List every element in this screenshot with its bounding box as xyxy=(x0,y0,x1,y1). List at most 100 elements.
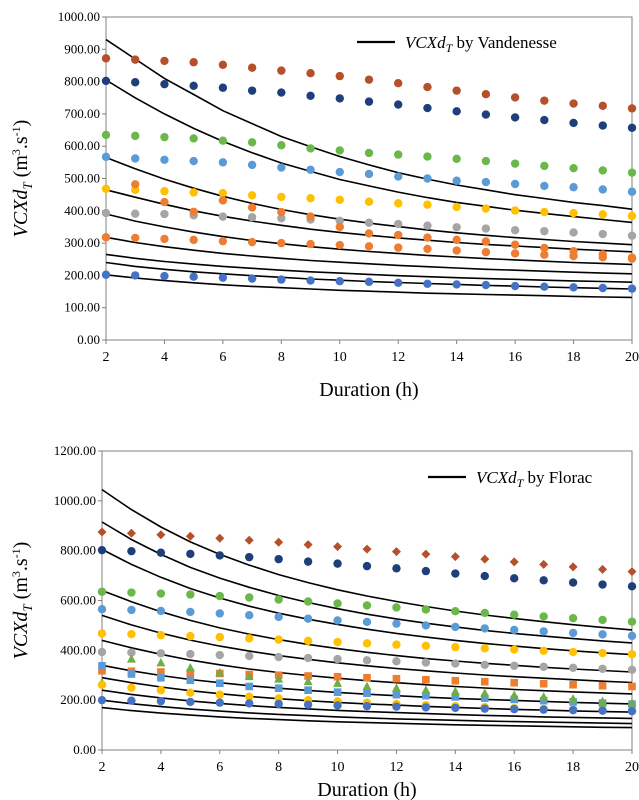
data-point-s9-x7 xyxy=(244,671,254,681)
data-point-s4-x15 xyxy=(480,624,489,633)
data-point-s9-x6 xyxy=(218,273,228,282)
chart-florac: 0.00 200.00 400.00 600.00 800.00 1000.00 1200.… xyxy=(9,443,639,800)
data-point-s4-x17 xyxy=(539,627,548,636)
data-point-s9-x3 xyxy=(131,271,140,280)
data-point-s2-x18 xyxy=(568,578,578,587)
data-point-s8-x16 xyxy=(510,249,520,258)
data-point-s3-x5 xyxy=(189,134,198,143)
data-point-s4-x2 xyxy=(101,152,111,162)
data-point-s2-x10 xyxy=(333,559,342,568)
y-tick-label: 400.00 xyxy=(60,642,96,657)
x-tick-label: 20 xyxy=(625,760,639,775)
data-point-s1-x4 xyxy=(160,56,169,66)
data-point-s6-x18 xyxy=(569,228,578,237)
data-point-s7-x7 xyxy=(247,203,257,212)
data-point-s5-x7 xyxy=(247,191,257,200)
data-point-s3-x11 xyxy=(364,148,374,158)
data-point-s8-x8 xyxy=(274,684,283,693)
data-point-s2-x10 xyxy=(335,94,344,103)
data-point-s11-x5 xyxy=(186,697,195,707)
model-curve-10 xyxy=(101,699,633,725)
data-point-s2-x17 xyxy=(540,115,549,125)
data-point-s8-x12 xyxy=(392,690,401,699)
data-point-s8-x20 xyxy=(627,254,637,263)
data-point-s8-x6 xyxy=(215,679,224,688)
data-point-s4-x18 xyxy=(569,183,578,192)
data-point-s6-x20 xyxy=(627,665,637,674)
data-point-s9-x15 xyxy=(480,688,490,697)
data-point-s1-x5 xyxy=(189,58,198,67)
data-point-s4-x19 xyxy=(598,185,607,194)
data-point-s4-x14 xyxy=(451,622,460,632)
data-point-s11-x19 xyxy=(598,706,607,715)
data-point-s1-x5 xyxy=(185,531,195,541)
data-point-s1-x8 xyxy=(274,537,284,547)
data-point-s6-x8 xyxy=(277,214,286,223)
data-point-s5-x12 xyxy=(394,199,403,208)
data-point-s2-x3 xyxy=(131,78,140,87)
data-point-s4-x15 xyxy=(481,177,491,187)
data-point-s8-x15 xyxy=(480,694,489,702)
y-axis-title: VCXdT (m3.s-1) xyxy=(9,542,35,660)
data-point-s6-x12 xyxy=(394,219,403,229)
data-point-s6-x10 xyxy=(335,216,344,226)
data-point-s3-x10 xyxy=(335,146,344,155)
data-point-s2-x14 xyxy=(452,107,461,116)
data-point-s2-x5 xyxy=(189,81,198,90)
data-point-s6-x4 xyxy=(160,209,169,219)
x-tick-label: 14 xyxy=(450,350,464,365)
data-point-s2-x3 xyxy=(127,546,136,556)
data-point-s3-x3 xyxy=(127,588,136,597)
data-point-s5-x9 xyxy=(306,194,315,203)
data-point-s5-x12 xyxy=(392,640,401,649)
data-point-s1-x11 xyxy=(364,75,374,84)
x-tick-label: 6 xyxy=(216,760,223,775)
data-point-s1-x13 xyxy=(421,549,431,559)
data-point-s7-x18 xyxy=(569,680,577,689)
data-point-s5-x14 xyxy=(452,202,461,212)
data-point-s9-x7 xyxy=(247,274,257,283)
data-point-s3-x4 xyxy=(156,589,166,598)
data-point-s5-x6 xyxy=(215,632,224,642)
data-point-s6-x16 xyxy=(510,661,519,670)
data-point-s7-x8 xyxy=(277,207,286,217)
data-point-s4-x6 xyxy=(218,158,228,167)
data-point-s7-x16 xyxy=(510,678,519,687)
data-point-s7-x12 xyxy=(394,230,403,240)
data-point-s5-x14 xyxy=(451,642,460,652)
data-point-s8-x17 xyxy=(539,696,548,705)
data-point-s8-x2 xyxy=(101,233,111,242)
data-point-s3-x15 xyxy=(480,608,489,618)
data-point-s2-x11 xyxy=(362,561,372,571)
data-point-s6-x9 xyxy=(303,653,313,663)
data-point-s9-x13 xyxy=(423,279,432,288)
data-point-s3-x17 xyxy=(540,161,549,171)
data-point-s3-x19 xyxy=(598,166,607,175)
data-point-s3-x17 xyxy=(539,612,548,621)
data-point-s10-x6 xyxy=(215,690,224,699)
data-point-s1-x19 xyxy=(598,101,607,111)
data-point-s5-x5 xyxy=(189,188,198,197)
data-point-s4-x10 xyxy=(335,167,344,177)
data-point-s4-x13 xyxy=(423,174,432,183)
data-point-s2-x17 xyxy=(539,576,548,585)
data-point-s9-x8 xyxy=(274,674,284,683)
data-point-s2-x8 xyxy=(277,88,286,97)
data-point-s8-x9 xyxy=(306,239,315,249)
data-point-s9-x20 xyxy=(627,697,637,707)
data-point-s6-x19 xyxy=(598,664,607,673)
data-point-s5-x11 xyxy=(364,197,374,206)
data-point-s7-x6 xyxy=(218,196,228,205)
data-point-s8-x11 xyxy=(363,689,371,697)
model-curve-7 xyxy=(105,253,633,283)
data-point-s6-x11 xyxy=(362,656,372,665)
data-point-s1-x6 xyxy=(218,60,228,70)
data-point-s11-x17 xyxy=(539,705,548,714)
data-point-s9-x12 xyxy=(394,278,403,288)
x-tick-label: 4 xyxy=(161,350,168,365)
data-point-s5-x13 xyxy=(423,200,432,209)
data-point-s10-x3 xyxy=(127,683,136,692)
data-point-s8-x14 xyxy=(451,693,460,701)
data-point-s3-x6 xyxy=(218,136,228,145)
data-point-s2-x11 xyxy=(364,97,374,106)
